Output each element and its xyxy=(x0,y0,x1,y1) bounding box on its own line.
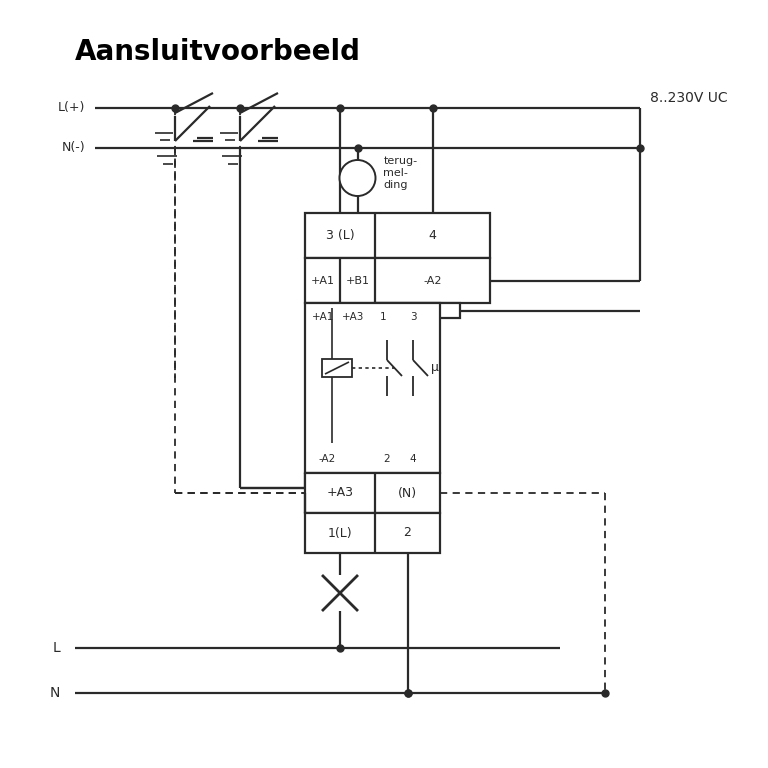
Text: 3: 3 xyxy=(409,312,416,322)
Bar xyxy=(305,513,440,553)
Text: -A2: -A2 xyxy=(423,276,442,286)
Bar xyxy=(375,303,460,318)
Text: N: N xyxy=(50,686,60,700)
Text: L(+): L(+) xyxy=(58,101,85,114)
Text: (N): (N) xyxy=(398,486,417,499)
Bar xyxy=(305,258,490,303)
Text: 3 (L): 3 (L) xyxy=(326,229,354,242)
Bar xyxy=(305,473,440,513)
Text: terug-
mel-
ding: terug- mel- ding xyxy=(383,157,418,190)
Text: +A3: +A3 xyxy=(326,486,353,499)
Text: 1(L): 1(L) xyxy=(328,527,353,539)
Bar xyxy=(322,359,352,377)
Text: 4: 4 xyxy=(409,454,416,464)
Circle shape xyxy=(339,160,376,196)
Text: +A3: +A3 xyxy=(342,312,364,322)
Text: 1: 1 xyxy=(379,312,386,322)
Text: +A1: +A1 xyxy=(310,276,335,286)
Text: L: L xyxy=(52,641,60,655)
Text: μ: μ xyxy=(431,362,439,375)
Bar xyxy=(305,213,490,258)
Text: 8..230V UC: 8..230V UC xyxy=(650,91,727,105)
Text: 2: 2 xyxy=(384,454,390,464)
Text: Aansluitvoorbeeld: Aansluitvoorbeeld xyxy=(75,38,361,66)
Text: 2: 2 xyxy=(403,527,412,539)
Text: 4: 4 xyxy=(429,229,436,242)
Text: -A2: -A2 xyxy=(319,454,336,464)
Text: N(-): N(-) xyxy=(61,141,85,154)
Text: +B1: +B1 xyxy=(346,276,369,286)
Bar xyxy=(305,303,440,473)
Text: +A1: +A1 xyxy=(312,312,334,322)
